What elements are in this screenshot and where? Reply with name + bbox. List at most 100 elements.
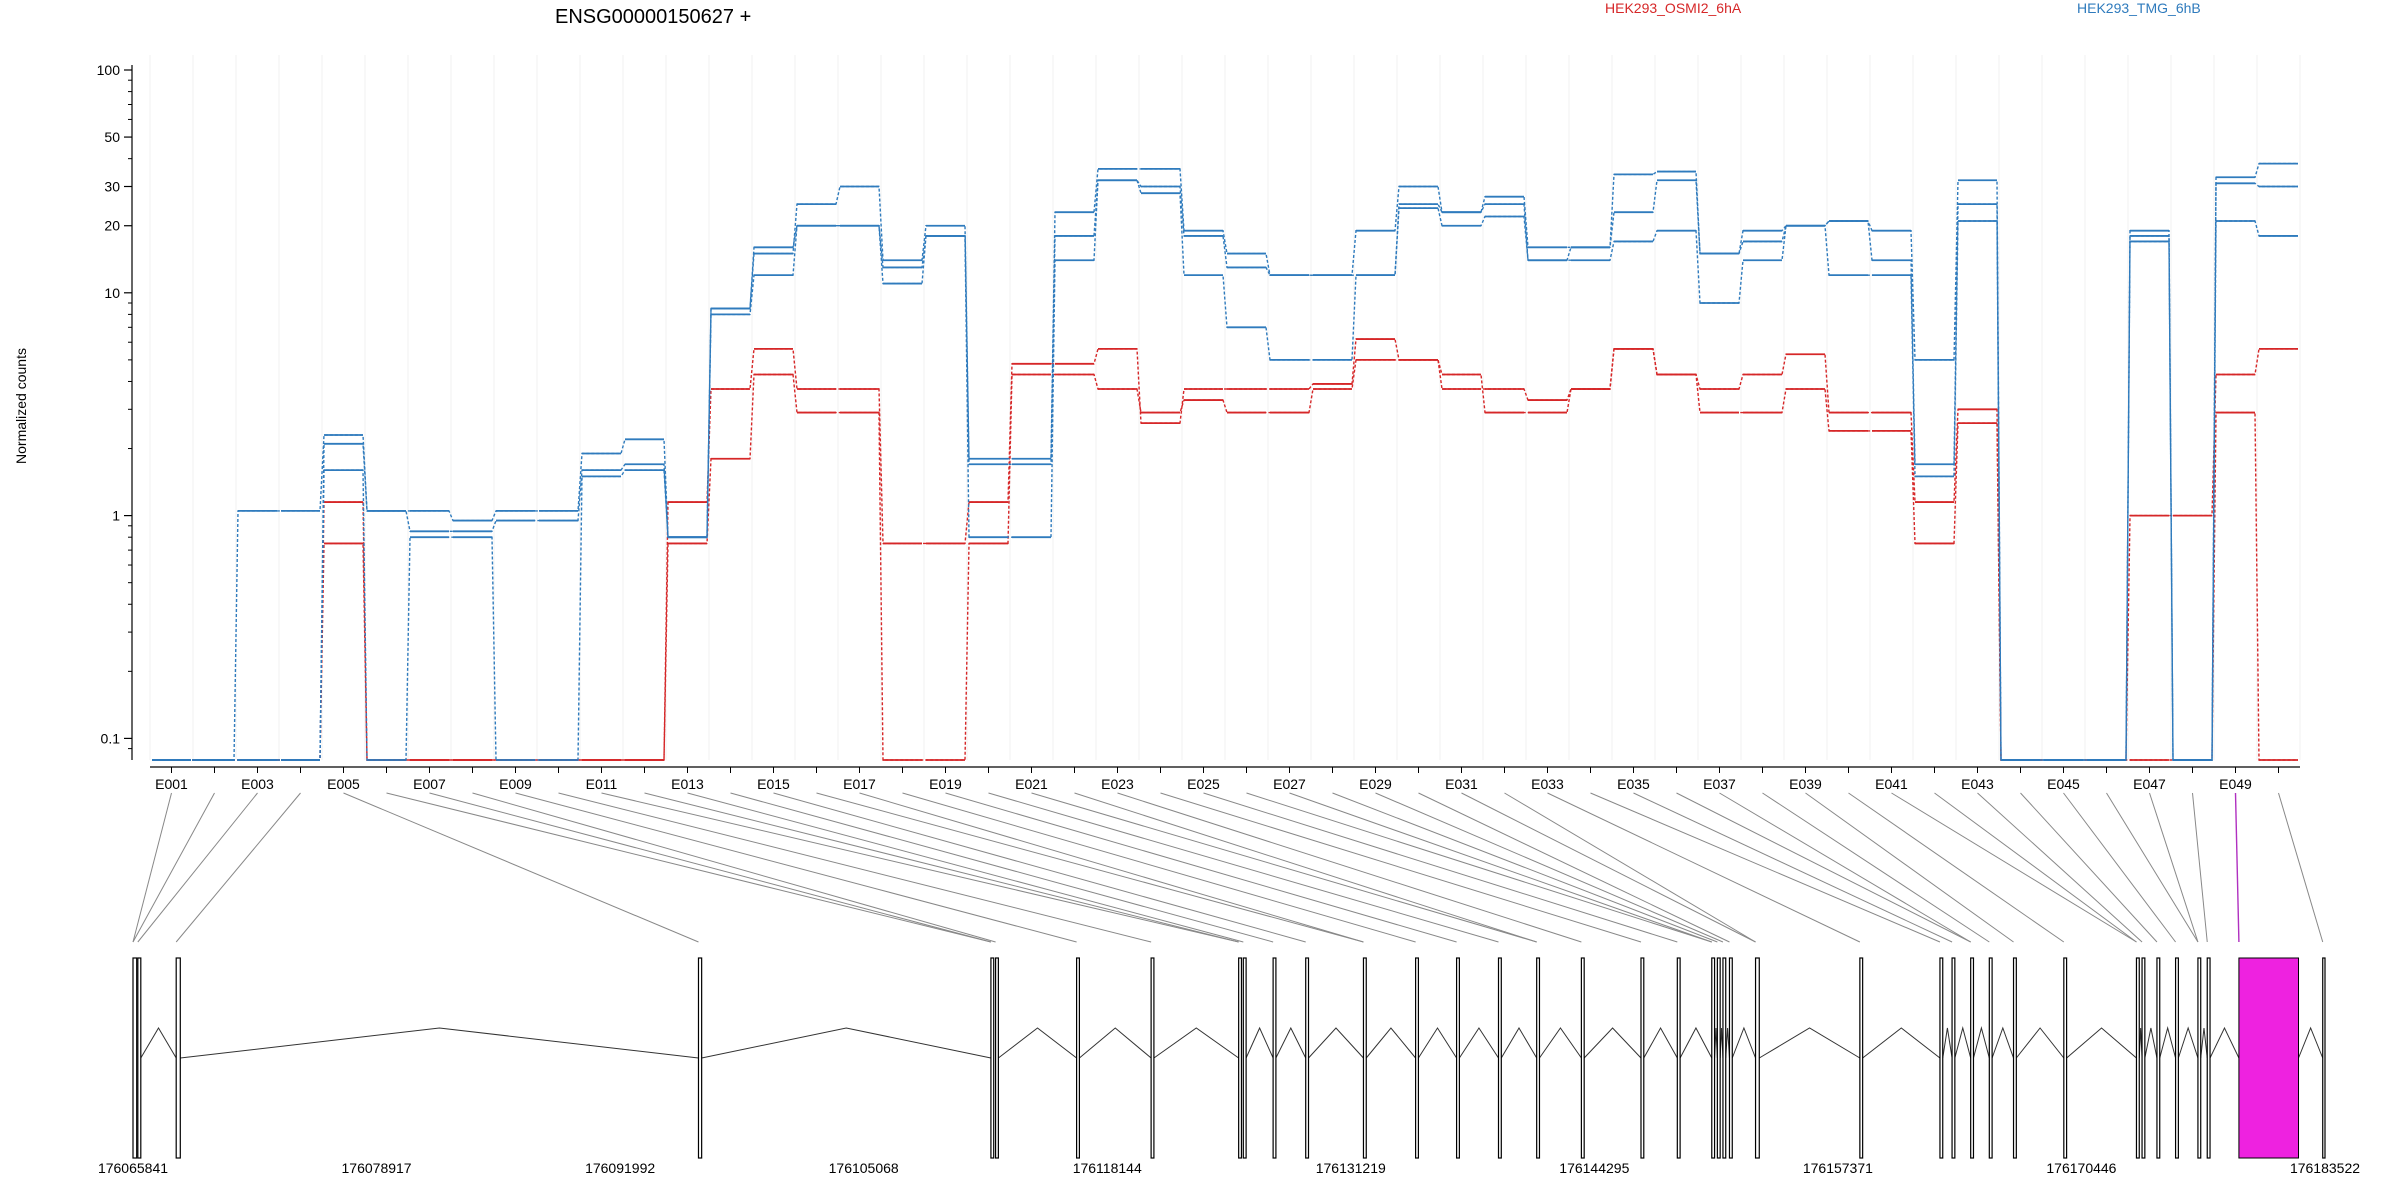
- connector: [687, 792, 1244, 943]
- y-tick-label: 30: [104, 178, 120, 194]
- y-tick-label: 0.1: [101, 730, 121, 746]
- gene-structure: [132, 957, 2326, 1159]
- genomic-axis: 176065841 176078917 176091992 176105068 1761…: [98, 1160, 2360, 1176]
- exon-tick-label: E001: [155, 776, 188, 792]
- exon-box: [1722, 957, 1727, 1159]
- connector: [2192, 792, 2208, 943]
- exon-tick-label: E041: [1875, 776, 1908, 792]
- exon-tick-label: E003: [241, 776, 274, 792]
- connector: [386, 792, 992, 943]
- connector: [515, 792, 1077, 943]
- exon-box: [1150, 957, 1155, 1159]
- exon-box: [2322, 957, 2326, 1159]
- exon-box: [1939, 957, 1944, 1159]
- connector: [429, 792, 992, 943]
- exon-tick-label: E011: [586, 776, 618, 792]
- exon-tick-label: E025: [1187, 776, 1220, 792]
- intron: [180, 1027, 699, 1059]
- connector: [816, 792, 1364, 943]
- connector: [1547, 792, 1861, 943]
- connector: [343, 792, 699, 943]
- intron: [1583, 1027, 1642, 1059]
- exon-tick-label: E037: [1703, 776, 1736, 792]
- connector: [2063, 792, 2176, 943]
- exon-axis: E001 E003 E005 E007 E009 E011 E013 E015 E017 E019…: [150, 766, 2300, 792]
- genomic-tick-label: 176078917: [342, 1160, 412, 1176]
- chart-title: ENSG00000150627 +: [555, 6, 751, 28]
- connector: [601, 792, 1239, 943]
- connector: [1805, 792, 2014, 943]
- connector: [988, 792, 1499, 943]
- exon-box: [1640, 957, 1645, 1159]
- exon-tick-label: E045: [2047, 776, 2080, 792]
- intron: [1731, 1026, 1757, 1059]
- exon-tick-label: E019: [929, 776, 962, 792]
- exon-box: [175, 957, 181, 1159]
- exon-box: [697, 957, 703, 1159]
- exon-tick-label: E013: [671, 776, 704, 792]
- intron: [1972, 1026, 1990, 1059]
- intron: [2144, 1027, 2158, 1059]
- intron: [1275, 1026, 1307, 1059]
- exon-box: [1238, 957, 1243, 1159]
- intron: [2177, 1026, 2199, 1059]
- exon-box: [2174, 957, 2179, 1159]
- connector: [1117, 792, 1582, 943]
- exon-box: [994, 957, 999, 1159]
- exon-box-highlight: [2238, 957, 2300, 1159]
- connector: [1719, 792, 1971, 943]
- intron: [1245, 1026, 1274, 1059]
- intron: [2209, 1026, 2240, 1059]
- connector-highlight: [2234, 792, 2240, 943]
- exon-box: [1580, 957, 1585, 1159]
- exon-box: [1676, 957, 1681, 1159]
- intron: [1942, 1027, 1953, 1059]
- intron: [1500, 1027, 1538, 1059]
- connector: [132, 792, 172, 943]
- intron: [2066, 1027, 2137, 1059]
- connector: [132, 792, 215, 943]
- exon-box: [1415, 957, 1420, 1159]
- connector: [1504, 792, 1756, 943]
- exon-box: [1362, 957, 1367, 1159]
- connector: [902, 792, 1416, 943]
- connector: [2278, 792, 2324, 943]
- connector: [773, 792, 1306, 943]
- connector: [137, 792, 258, 943]
- connector: [2020, 792, 2158, 943]
- genomic-tick-label: 176170446: [2046, 1160, 2116, 1176]
- genomic-tick-label: 176118144: [1073, 1160, 1142, 1176]
- connector: [2106, 792, 2199, 943]
- connector: [558, 792, 1152, 943]
- exon-tick-label: E007: [413, 776, 446, 792]
- intron: [140, 1027, 177, 1059]
- connector: [1332, 792, 1718, 943]
- intron: [1458, 1027, 1499, 1059]
- exon-tick-label: E015: [757, 776, 790, 792]
- connector: [2149, 792, 2199, 943]
- connector: [730, 792, 1274, 943]
- exon-tick-label: E017: [843, 776, 876, 792]
- intron: [1308, 1027, 1364, 1059]
- exon-box: [1754, 957, 1760, 1159]
- y-tick-label: 10: [104, 285, 120, 301]
- exon-box: [1716, 957, 1721, 1159]
- intron: [1862, 1027, 1941, 1059]
- genomic-tick-label: 176144295: [1559, 1160, 1629, 1176]
- intron: [1153, 1027, 1239, 1059]
- genomic-tick-label: 176065841: [98, 1160, 168, 1176]
- intron: [1725, 1027, 1730, 1059]
- intron: [1365, 1027, 1416, 1059]
- genomic-tick-label: 176131219: [1316, 1160, 1386, 1176]
- connector: [472, 792, 996, 943]
- intron: [1643, 1026, 1678, 1059]
- exon-tick-label: E029: [1359, 776, 1392, 792]
- exon-box: [2135, 957, 2140, 1159]
- connector: [1418, 792, 1730, 943]
- y-tick-label: 100: [97, 62, 121, 78]
- connector: [1160, 792, 1642, 943]
- intron: [1679, 1026, 1713, 1059]
- exon-tick-label: E047: [2133, 776, 2166, 792]
- exon-tick-label: E023: [1101, 776, 1134, 792]
